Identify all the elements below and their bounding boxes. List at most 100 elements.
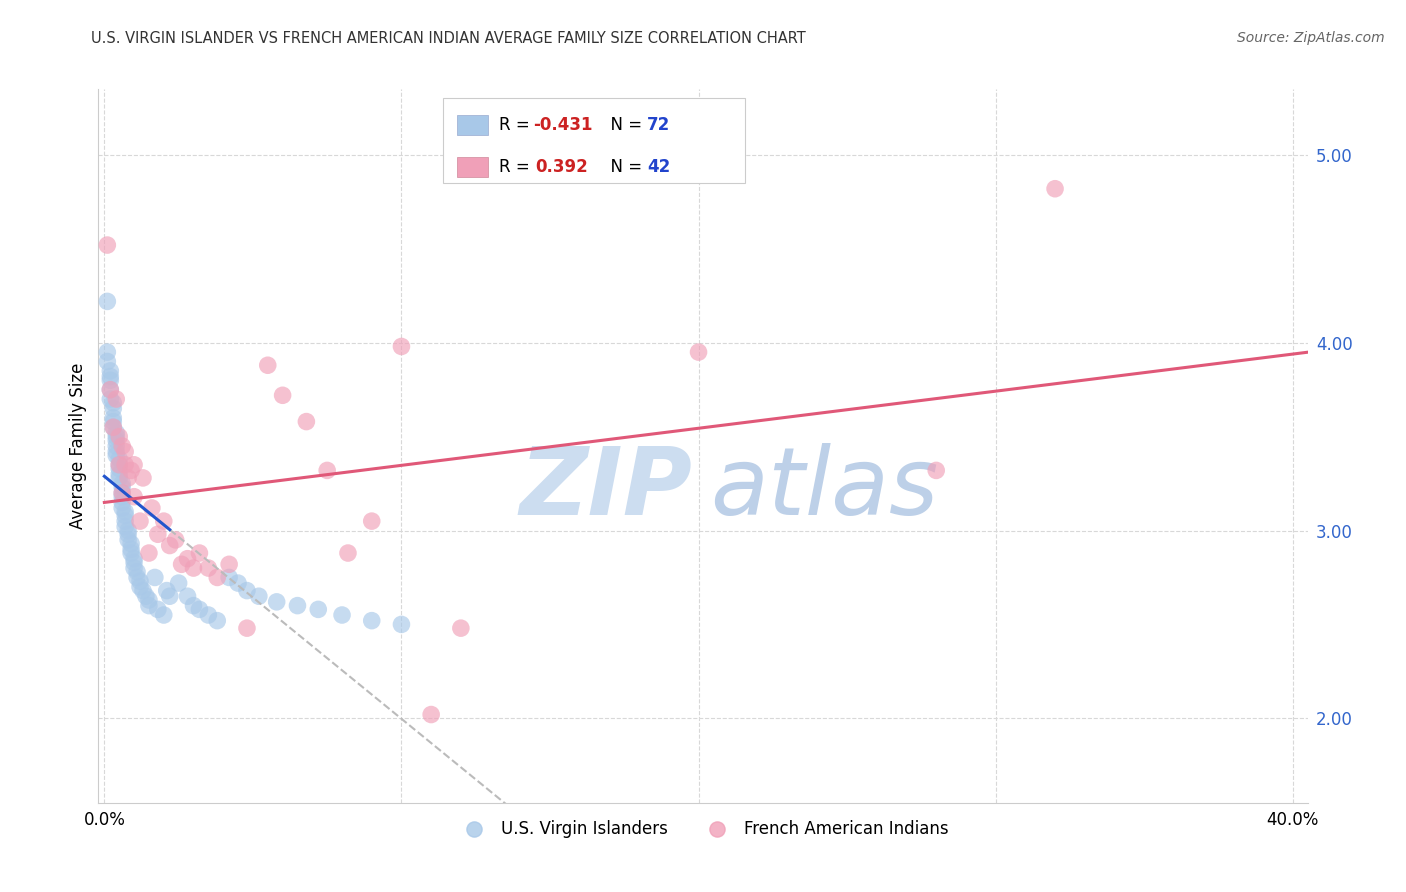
Point (98, 373, 121, 387)
Point (103, 410, 125, 425)
Point (138, 546, 160, 560)
Point (207, 570, 229, 584)
Point (120, 542, 142, 557)
Point (120, 536, 142, 550)
Point (266, 595, 288, 609)
Point (111, 495, 134, 509)
Point (108, 461, 131, 475)
Point (146, 602, 169, 616)
Point (98, 392, 121, 406)
Point (111, 486, 134, 500)
Point (295, 415, 318, 429)
Point (114, 514, 136, 528)
Point (98, 364, 121, 378)
Point (105, 429, 128, 443)
Point (111, 476, 134, 491)
Point (256, 358, 278, 372)
Point (152, 607, 174, 622)
Point (159, 539, 181, 553)
Point (111, 439, 134, 453)
Point (103, 420, 125, 434)
Text: atlas: atlas (710, 443, 938, 534)
Point (218, 570, 240, 584)
Point (105, 449, 128, 463)
Point (108, 458, 131, 472)
Point (167, 576, 190, 591)
Point (188, 546, 211, 560)
Point (129, 514, 152, 528)
Point (125, 570, 148, 584)
Point (111, 490, 134, 504)
Point (176, 589, 198, 603)
Point (152, 514, 174, 528)
Point (360, 514, 382, 528)
Text: N =: N = (600, 116, 648, 134)
Point (330, 607, 353, 622)
Point (108, 471, 131, 485)
Point (105, 439, 128, 453)
Point (159, 589, 181, 603)
Point (117, 527, 139, 541)
Point (103, 420, 125, 434)
Point (108, 467, 131, 482)
Point (925, 463, 948, 477)
Legend: U.S. Virgin Islanders, French American Indians: U.S. Virgin Islanders, French American I… (450, 814, 956, 845)
Point (103, 415, 125, 429)
Point (183, 599, 205, 613)
Point (111, 480, 134, 494)
Point (316, 463, 339, 477)
Point (336, 546, 359, 560)
Point (391, 617, 413, 632)
Point (103, 401, 125, 416)
Point (138, 593, 160, 607)
Point (143, 570, 166, 584)
Text: 0.392: 0.392 (536, 158, 589, 176)
Point (108, 458, 131, 472)
Point (96, 238, 118, 252)
Text: 72: 72 (647, 116, 671, 134)
Point (688, 345, 710, 359)
Point (183, 561, 205, 575)
Text: ZIP: ZIP (520, 442, 693, 535)
Point (114, 458, 136, 472)
Text: N =: N = (600, 158, 648, 176)
Point (122, 458, 145, 472)
Point (122, 551, 145, 566)
Text: -0.431: -0.431 (533, 116, 592, 134)
Point (307, 602, 329, 616)
Point (108, 452, 131, 467)
Point (141, 500, 163, 515)
Point (111, 486, 134, 500)
Point (218, 558, 240, 572)
Point (247, 589, 270, 603)
Y-axis label: Average Family Size: Average Family Size (69, 363, 87, 529)
Point (420, 707, 443, 722)
Text: U.S. VIRGIN ISLANDER VS FRENCH AMERICAN INDIAN AVERAGE FAMILY SIZE CORRELATION C: U.S. VIRGIN ISLANDER VS FRENCH AMERICAN … (91, 31, 806, 46)
Text: Source: ZipAtlas.com: Source: ZipAtlas.com (1237, 31, 1385, 45)
Point (117, 533, 139, 547)
Point (114, 505, 136, 519)
Point (176, 551, 198, 566)
Point (1043, 182, 1066, 196)
Point (103, 396, 125, 410)
Point (207, 614, 229, 628)
Point (391, 339, 413, 353)
Point (165, 533, 187, 547)
Point (236, 621, 259, 635)
Point (271, 388, 294, 402)
Point (122, 556, 145, 570)
Point (135, 589, 157, 603)
Point (156, 583, 179, 598)
Point (105, 434, 128, 448)
Point (114, 444, 136, 458)
Point (287, 599, 309, 613)
Point (197, 607, 219, 622)
Point (125, 565, 148, 579)
Point (226, 576, 249, 591)
Point (197, 561, 219, 575)
Point (105, 392, 128, 406)
Point (108, 429, 131, 443)
Point (111, 500, 134, 515)
Point (96, 294, 118, 309)
Point (120, 463, 142, 477)
